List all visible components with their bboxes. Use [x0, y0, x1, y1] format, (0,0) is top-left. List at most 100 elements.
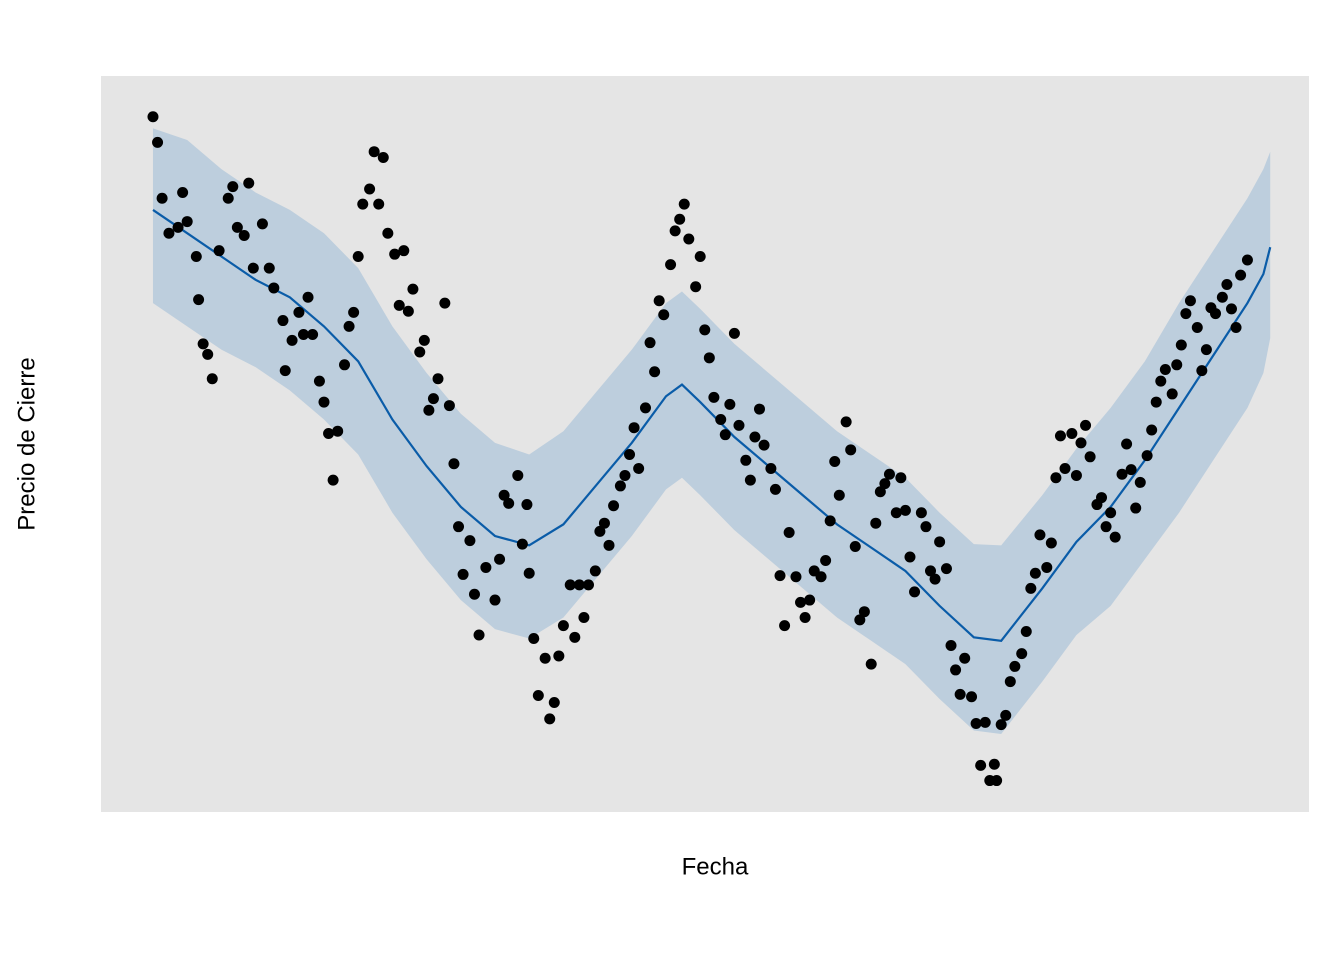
data-point: [925, 565, 937, 577]
data-point: [418, 334, 430, 346]
data-point: [548, 697, 560, 709]
data-point: [544, 713, 556, 725]
data-point: [1230, 322, 1242, 334]
data-point: [172, 221, 184, 233]
data-point: [945, 639, 957, 651]
data-point: [163, 227, 175, 239]
data-point: [1141, 450, 1153, 462]
data-point: [854, 614, 866, 626]
data-point: [1180, 308, 1192, 320]
data-point: [1200, 344, 1212, 356]
data-point: [327, 474, 339, 486]
data-point: [516, 538, 528, 550]
data-point: [448, 458, 460, 470]
data-point: [206, 373, 218, 385]
data-point: [1166, 388, 1178, 400]
data-point: [658, 309, 670, 321]
data-point: [323, 428, 335, 440]
data-point: [213, 245, 225, 257]
data-point: [1121, 438, 1133, 450]
data-point: [644, 337, 656, 349]
data-point: [740, 454, 752, 466]
data-point: [920, 521, 932, 533]
data-point: [749, 431, 761, 443]
data-point: [152, 136, 164, 148]
data-point: [247, 262, 259, 274]
data-point: [690, 281, 702, 293]
data-point: [991, 775, 1003, 787]
data-point: [398, 245, 410, 257]
data-point: [177, 186, 189, 198]
data-point: [407, 283, 419, 295]
data-point: [833, 489, 845, 501]
data-point: [457, 568, 469, 580]
data-point: [940, 563, 952, 575]
data-point: [414, 346, 426, 358]
y-axis-label: Precio de Cierre: [13, 357, 40, 530]
data-point: [279, 365, 291, 377]
data-point: [669, 225, 681, 237]
data-point: [332, 425, 344, 437]
data-point: [1004, 676, 1016, 688]
data-point: [1059, 462, 1071, 474]
data-point: [915, 507, 927, 519]
data-point: [753, 403, 765, 415]
data-point: [443, 400, 455, 412]
data-point: [1029, 567, 1041, 579]
data-point: [343, 320, 355, 332]
data-point: [845, 444, 857, 456]
data-point: [439, 297, 451, 309]
data-point: [402, 305, 414, 317]
data-point: [256, 218, 268, 230]
data-point: [653, 295, 665, 307]
data-point: [619, 469, 631, 481]
data-point: [1009, 660, 1021, 672]
data-point: [498, 489, 510, 501]
data-point: [603, 539, 615, 551]
data-point: [573, 579, 585, 591]
data-point: [649, 366, 661, 378]
data-point: [364, 183, 376, 195]
data-point: [769, 483, 781, 495]
uncertainty-band: [152, 128, 1271, 734]
data-point: [1080, 419, 1092, 431]
data-point: [238, 230, 250, 242]
data-point: [227, 181, 239, 193]
data-point: [995, 719, 1007, 731]
data-point: [468, 588, 480, 600]
data-point: [988, 758, 1000, 770]
data-point: [950, 664, 962, 676]
data-point: [1066, 428, 1078, 440]
data-point: [521, 499, 533, 511]
data-point: [840, 416, 852, 428]
data-point: [703, 352, 715, 364]
data-point: [427, 393, 439, 405]
data-point: [569, 631, 581, 643]
data-point: [824, 515, 836, 527]
data-point: [674, 213, 686, 225]
data-point: [849, 540, 861, 552]
data-point: [1235, 269, 1247, 281]
data-point: [453, 521, 465, 533]
data-point: [503, 497, 515, 509]
data-point: [779, 620, 791, 632]
data-point: [1000, 709, 1012, 721]
data-point: [979, 716, 991, 728]
data-point: [715, 414, 727, 426]
data-point: [1109, 531, 1121, 543]
data-point: [895, 472, 907, 484]
data-point: [1155, 375, 1167, 387]
data-point: [1150, 396, 1162, 408]
data-point: [473, 629, 485, 641]
data-point: [598, 517, 610, 529]
data-point: [929, 573, 941, 585]
data-point: [147, 111, 159, 123]
data-point: [765, 462, 777, 474]
data-point: [382, 227, 394, 239]
data-point: [1041, 561, 1053, 573]
data-point: [197, 338, 209, 350]
data-point: [594, 525, 606, 537]
data-point: [719, 429, 731, 441]
data-point: [909, 586, 921, 598]
data-point: [263, 262, 275, 274]
